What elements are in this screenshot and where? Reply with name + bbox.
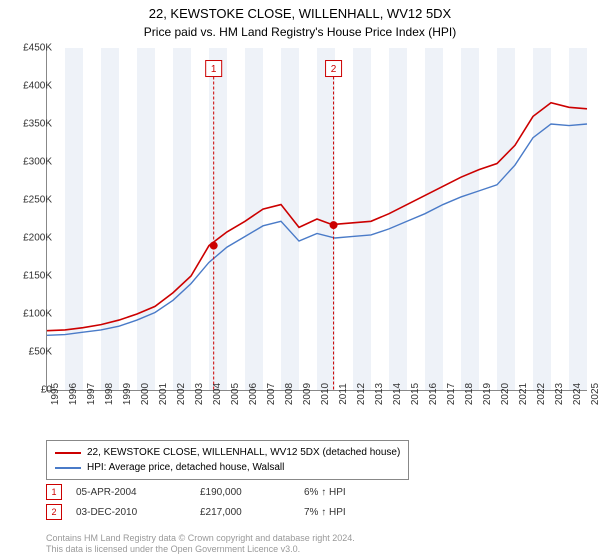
svg-text:2: 2 bbox=[331, 64, 337, 75]
x-axis-tick: 2008 bbox=[284, 383, 295, 405]
y-axis-tick: £250K bbox=[23, 195, 52, 206]
sale-row: 1 05-APR-2004 £190,000 6% ↑ HPI bbox=[46, 484, 346, 500]
sale-marker-icon: 1 bbox=[46, 484, 62, 500]
sale-row: 2 03-DEC-2010 £217,000 7% ↑ HPI bbox=[46, 504, 346, 520]
x-axis-tick: 2023 bbox=[554, 383, 565, 405]
x-axis-tick: 2011 bbox=[338, 383, 349, 405]
x-axis-tick: 2021 bbox=[518, 383, 529, 405]
x-axis-tick: 2005 bbox=[230, 383, 241, 405]
x-axis-tick: 2002 bbox=[176, 383, 187, 405]
legend-swatch bbox=[55, 452, 81, 454]
y-axis-tick: £400K bbox=[23, 81, 52, 92]
x-axis-tick: 2013 bbox=[374, 383, 385, 405]
chart-plot-area: 12 bbox=[46, 48, 587, 391]
x-axis-tick: 2018 bbox=[464, 383, 475, 405]
x-axis-tick: 1998 bbox=[104, 383, 115, 405]
legend-swatch bbox=[55, 467, 81, 469]
legend-label: 22, KEWSTOKE CLOSE, WILLENHALL, WV12 5DX… bbox=[87, 445, 400, 460]
legend-label: HPI: Average price, detached house, Wals… bbox=[87, 460, 284, 475]
x-axis-tick: 2012 bbox=[356, 383, 367, 405]
sale-price: £190,000 bbox=[200, 487, 290, 498]
y-axis-tick: £150K bbox=[23, 271, 52, 282]
chart-title: 22, KEWSTOKE CLOSE, WILLENHALL, WV12 5DX bbox=[0, 0, 600, 23]
legend-row: HPI: Average price, detached house, Wals… bbox=[55, 460, 400, 475]
x-axis-tick: 1995 bbox=[50, 383, 61, 405]
x-axis-tick: 2000 bbox=[140, 383, 151, 405]
x-axis-tick: 1997 bbox=[86, 383, 97, 405]
x-axis-tick: 2014 bbox=[392, 383, 403, 405]
x-axis-tick: 2025 bbox=[590, 383, 600, 405]
sale-price: £217,000 bbox=[200, 507, 290, 518]
sale-pct: 7% ↑ HPI bbox=[304, 507, 346, 518]
x-axis-tick: 1999 bbox=[122, 383, 133, 405]
x-axis-tick: 2022 bbox=[536, 383, 547, 405]
x-axis-tick: 1996 bbox=[68, 383, 79, 405]
x-axis-tick: 2003 bbox=[194, 383, 205, 405]
legend: 22, KEWSTOKE CLOSE, WILLENHALL, WV12 5DX… bbox=[46, 440, 409, 480]
x-axis-tick: 2019 bbox=[482, 383, 493, 405]
y-axis-tick: £50K bbox=[29, 347, 52, 358]
x-axis-tick: 2016 bbox=[428, 383, 439, 405]
x-axis-tick: 2009 bbox=[302, 383, 313, 405]
footer-text: Contains HM Land Registry data © Crown c… bbox=[46, 533, 355, 556]
x-axis-tick: 2024 bbox=[572, 383, 583, 405]
sale-marker-icon: 2 bbox=[46, 504, 62, 520]
legend-row: 22, KEWSTOKE CLOSE, WILLENHALL, WV12 5DX… bbox=[55, 445, 400, 460]
x-axis-tick: 2001 bbox=[158, 383, 169, 405]
x-axis-tick: 2010 bbox=[320, 383, 331, 405]
chart-svg: 12 bbox=[47, 48, 587, 390]
sale-date: 03-DEC-2010 bbox=[76, 507, 186, 518]
svg-text:1: 1 bbox=[211, 64, 217, 75]
sale-pct: 6% ↑ HPI bbox=[304, 487, 346, 498]
sale-date: 05-APR-2004 bbox=[76, 487, 186, 498]
y-axis-tick: £200K bbox=[23, 233, 52, 244]
chart-subtitle: Price paid vs. HM Land Registry's House … bbox=[0, 23, 600, 39]
x-axis-tick: 2007 bbox=[266, 383, 277, 405]
x-axis-tick: 2015 bbox=[410, 383, 421, 405]
y-axis-tick: £350K bbox=[23, 119, 52, 130]
x-axis-tick: 2004 bbox=[212, 383, 223, 405]
x-axis-tick: 2017 bbox=[446, 383, 457, 405]
y-axis-tick: £450K bbox=[23, 43, 52, 54]
x-axis-tick: 2020 bbox=[500, 383, 511, 405]
y-axis-tick: £300K bbox=[23, 157, 52, 168]
y-axis-tick: £100K bbox=[23, 309, 52, 320]
x-axis-tick: 2006 bbox=[248, 383, 259, 405]
